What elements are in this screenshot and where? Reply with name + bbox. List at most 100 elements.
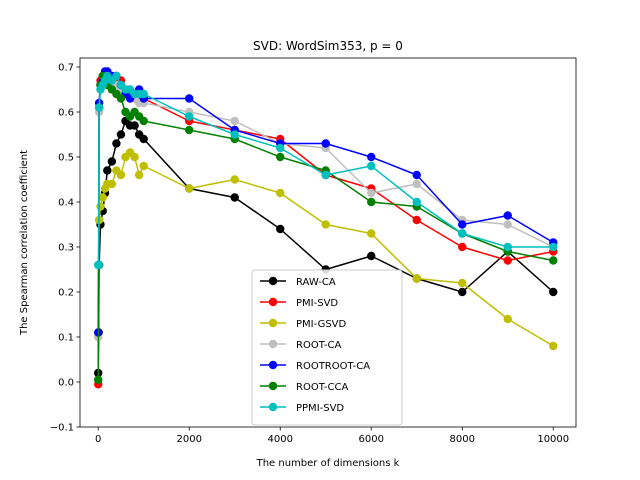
legend-item-pmi-svd: PMI-SVD xyxy=(260,297,338,309)
legend: RAW-CA PMI-SVD PMI-GSVD ROOT-CA ROOTROOT-CA R… xyxy=(251,269,403,426)
y-axis-ticks: −0.1 0.0 0.1 0.2 0.3 0.4 0.5 0.6 0.7 xyxy=(50,63,80,434)
data-point-raw-ca xyxy=(103,166,112,175)
legend-marker xyxy=(268,402,278,412)
legend-item-ppmi-svd: PPMI-SVD xyxy=(260,402,344,414)
data-point-pmi-gsvd xyxy=(98,193,107,202)
legend-marker xyxy=(268,318,278,328)
legend-marker xyxy=(268,339,278,349)
legend-label: ROOTROOT-CA xyxy=(296,361,370,372)
data-point-rootroot-ca xyxy=(503,211,512,220)
legend-box xyxy=(251,269,403,426)
data-point-pmi-gsvd xyxy=(134,170,144,180)
data-point-ppmi-svd xyxy=(276,143,285,153)
x-axis-label: The number of dimensions k xyxy=(256,458,400,469)
legend-label: PMI-GSVD xyxy=(296,319,347,330)
data-point-ppmi-svd xyxy=(139,89,148,99)
x-tick-label: 4000 xyxy=(267,434,292,445)
data-point-root-cca xyxy=(367,197,376,207)
x-tick-label: 10000 xyxy=(537,434,569,445)
x-tick-label: 6000 xyxy=(359,434,384,445)
chart-title: SVD: WordSim353, p = 0 xyxy=(253,39,403,53)
data-point-rootroot-ca xyxy=(321,139,330,148)
data-point-root-ca xyxy=(412,179,421,189)
data-point-pmi-gsvd xyxy=(367,229,376,238)
legend-item-pmi-gsvd: PMI-GSVD xyxy=(260,318,347,330)
x-tick-label: 8000 xyxy=(450,434,475,445)
y-tick-label: 0.5 xyxy=(58,153,74,164)
data-point-root-cca xyxy=(139,116,148,126)
y-tick-label: 0.4 xyxy=(58,198,74,209)
data-point-pmi-gsvd xyxy=(458,278,467,288)
legend-marker xyxy=(268,360,278,370)
data-point-ppmi-svd xyxy=(230,130,239,139)
data-point-ppmi-svd xyxy=(549,242,558,252)
data-point-ppmi-svd xyxy=(94,103,104,112)
data-point-raw-ca xyxy=(458,287,467,297)
legend-item-root-cca: ROOT-CCA xyxy=(260,381,348,393)
data-point-pmi-gsvd xyxy=(96,202,105,211)
legend-label: ROOT-CCA xyxy=(296,382,348,393)
y-tick-label: 0.7 xyxy=(58,63,74,74)
data-point-root-ca xyxy=(367,188,376,198)
data-point-raw-ca xyxy=(367,251,376,261)
legend-label: RAW-CA xyxy=(296,277,336,288)
y-tick-label: 0.3 xyxy=(58,243,74,254)
legend-item-raw-ca: RAW-CA xyxy=(260,276,336,288)
data-point-root-cca xyxy=(276,152,285,162)
legend-marker xyxy=(268,297,278,307)
data-point-rootroot-ca xyxy=(458,220,467,229)
legend-marker xyxy=(268,381,278,391)
data-point-pmi-gsvd xyxy=(321,220,330,229)
data-point-pmi-svd xyxy=(412,215,421,225)
data-point-ppmi-svd xyxy=(367,161,376,171)
data-point-rootroot-ca xyxy=(367,152,376,162)
data-point-pmi-gsvd xyxy=(116,170,126,180)
data-point-raw-ca xyxy=(139,134,148,144)
x-tick-label: 2000 xyxy=(176,434,201,445)
data-point-ppmi-svd xyxy=(321,170,330,180)
data-point-raw-ca xyxy=(276,224,285,234)
y-tick-label: 0.1 xyxy=(58,333,74,344)
y-tick-label: 0.6 xyxy=(58,108,74,119)
data-point-ppmi-svd xyxy=(94,260,103,270)
data-point-root-cca xyxy=(94,375,103,384)
plot-area xyxy=(94,67,558,389)
data-point-raw-ca xyxy=(549,287,558,297)
legend-item-root-ca: ROOT-CA xyxy=(260,339,341,351)
legend-label: PMI-SVD xyxy=(296,298,338,309)
data-point-pmi-gsvd xyxy=(276,188,285,198)
y-tick-label: 0.2 xyxy=(58,288,74,299)
data-point-root-ca xyxy=(230,116,239,126)
series-ppmi-svd xyxy=(94,71,558,270)
y-tick-label: 0.0 xyxy=(58,378,74,389)
data-point-ppmi-svd xyxy=(185,112,194,121)
data-point-root-ca xyxy=(503,220,512,229)
data-point-ppmi-svd xyxy=(458,229,467,238)
data-point-pmi-gsvd xyxy=(130,152,139,162)
data-point-raw-ca xyxy=(116,130,126,139)
data-point-root-cca xyxy=(185,125,194,135)
x-axis-ticks: 0 2000 4000 6000 8000 10000 xyxy=(95,427,569,445)
data-point-root-cca xyxy=(116,94,126,103)
data-point-pmi-gsvd xyxy=(230,175,239,184)
data-point-root-cca xyxy=(549,256,558,265)
data-point-ppmi-svd xyxy=(112,71,121,81)
data-point-rootroot-ca xyxy=(185,94,194,103)
data-point-pmi-gsvd xyxy=(503,314,512,324)
y-tick-label: −0.1 xyxy=(50,423,74,434)
plot-frame xyxy=(79,57,577,428)
data-point-raw-ca xyxy=(130,121,139,130)
data-point-pmi-gsvd xyxy=(107,179,117,189)
data-point-pmi-gsvd xyxy=(185,184,194,193)
data-point-rootroot-ca xyxy=(412,170,421,180)
data-point-pmi-gsvd xyxy=(549,341,558,351)
legend-label: PPMI-SVD xyxy=(296,403,344,414)
legend-label: ROOT-CA xyxy=(296,340,341,351)
x-tick-label: 0 xyxy=(95,434,101,445)
data-point-pmi-gsvd xyxy=(139,161,148,171)
data-point-pmi-svd xyxy=(458,242,467,252)
legend-marker xyxy=(268,276,278,286)
data-point-ppmi-svd xyxy=(412,197,421,207)
data-point-pmi-svd xyxy=(503,256,512,265)
